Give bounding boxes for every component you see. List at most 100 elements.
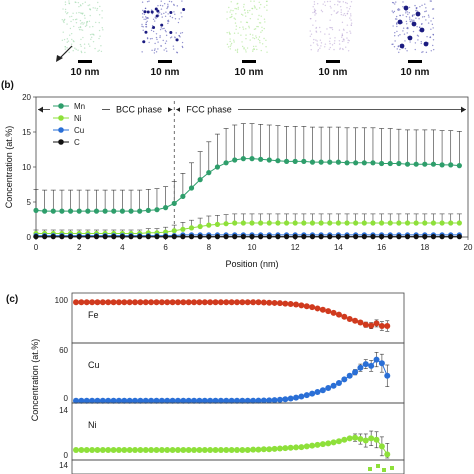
data-point [232, 220, 238, 226]
atom-dot [329, 0, 331, 3]
data-point [111, 234, 117, 240]
atom-dot [320, 45, 322, 47]
atom-dot [236, 51, 239, 54]
atom-map-2: 10 nm [141, 0, 186, 78]
data-point [430, 220, 437, 226]
atom-dot [408, 16, 411, 18]
atom-dot [245, 28, 247, 30]
x-tick-label: 2 [77, 243, 82, 252]
atom-dot [245, 49, 247, 51]
atom-dot [100, 50, 103, 53]
atom-dot [421, 16, 424, 18]
atom-dot [89, 26, 91, 28]
data-point [145, 234, 151, 240]
data-point [314, 305, 321, 312]
atom-maps-row: 10 nm 10 nm 10 nm 10 nm 10 nm [56, 0, 435, 78]
data-point [212, 397, 219, 404]
data-point [346, 435, 353, 442]
data-point [174, 299, 181, 306]
data-point [325, 384, 332, 391]
data-point [197, 223, 203, 230]
atom-dot [92, 7, 94, 9]
y-tick-label: 0 [64, 394, 69, 403]
atom-dot [80, 23, 82, 25]
atom-dot [266, 9, 268, 11]
atom-dot [426, 36, 428, 38]
atom-dot [64, 48, 67, 50]
atom-dot [167, 19, 170, 21]
data-point [132, 397, 139, 404]
scale-label: 10 nm [319, 67, 348, 78]
atom-dot [89, 14, 91, 17]
data-point [266, 220, 272, 226]
atom-dot [177, 21, 180, 24]
data-point [105, 397, 112, 404]
atom-dot [402, 6, 404, 8]
data-point [292, 234, 298, 240]
atom-dot [394, 3, 396, 5]
data-point [83, 446, 90, 453]
atom-dot [146, 37, 149, 39]
atom-dot [158, 11, 161, 14]
atom-dot [172, 45, 175, 47]
atom-dot [324, 43, 327, 45]
atom-dot [233, 39, 235, 41]
atom-dot [98, 14, 101, 16]
series-c [33, 234, 462, 240]
data-point [292, 158, 298, 164]
data-point [212, 446, 219, 453]
data-point [413, 220, 419, 226]
atom-dot [319, 39, 322, 41]
atom-dot [410, 21, 412, 23]
atom-dot [166, 50, 168, 52]
atom-dot [334, 3, 336, 6]
atom-dot [69, 34, 71, 36]
atom-dot [424, 3, 426, 5]
data-point [185, 299, 192, 306]
atom-dot [338, 29, 341, 31]
data-point [223, 221, 229, 227]
atom-dot [336, 4, 339, 6]
data-point [260, 446, 267, 453]
legend-marker [58, 127, 64, 133]
atom-dot [349, 32, 352, 34]
atom-dot [427, 14, 430, 16]
atom-dot [394, 40, 396, 42]
atom-dot [170, 1, 173, 3]
atom-dot [167, 3, 169, 5]
atom-dot [411, 15, 414, 17]
x-axis-label: Position (nm) [225, 259, 278, 269]
atom-dot [392, 11, 395, 14]
data-point [201, 397, 208, 404]
scale-label: 10 nm [235, 67, 264, 78]
atom-dot [91, 33, 93, 35]
data-point [404, 220, 411, 226]
atom-dot [82, 23, 84, 25]
data-point [255, 299, 262, 306]
data-point [234, 446, 240, 453]
atom-dot [85, 24, 88, 27]
atom-dot [152, 18, 155, 21]
atom-dot [234, 18, 237, 20]
atom-dot [242, 6, 245, 8]
atom-dot [235, 13, 237, 15]
data-point [191, 397, 198, 404]
atom-dot [245, 21, 248, 24]
atom-dot [229, 45, 231, 48]
data-point [169, 446, 176, 453]
data-point [378, 443, 385, 450]
atom-dot [315, 20, 317, 22]
atom-dot [99, 35, 101, 37]
atom-dot [391, 43, 393, 46]
cluster-dot [397, 19, 403, 25]
atom-dot [402, 30, 404, 32]
atom-dot [145, 18, 147, 21]
atom-dot [430, 0, 432, 2]
atom-dot [346, 13, 348, 15]
atom-dot [408, 12, 410, 14]
data-point [217, 299, 224, 306]
scale-bar [242, 60, 256, 63]
atom-dot [396, 25, 398, 28]
atom-dot [143, 13, 146, 16]
subplot-frame [71, 459, 405, 474]
